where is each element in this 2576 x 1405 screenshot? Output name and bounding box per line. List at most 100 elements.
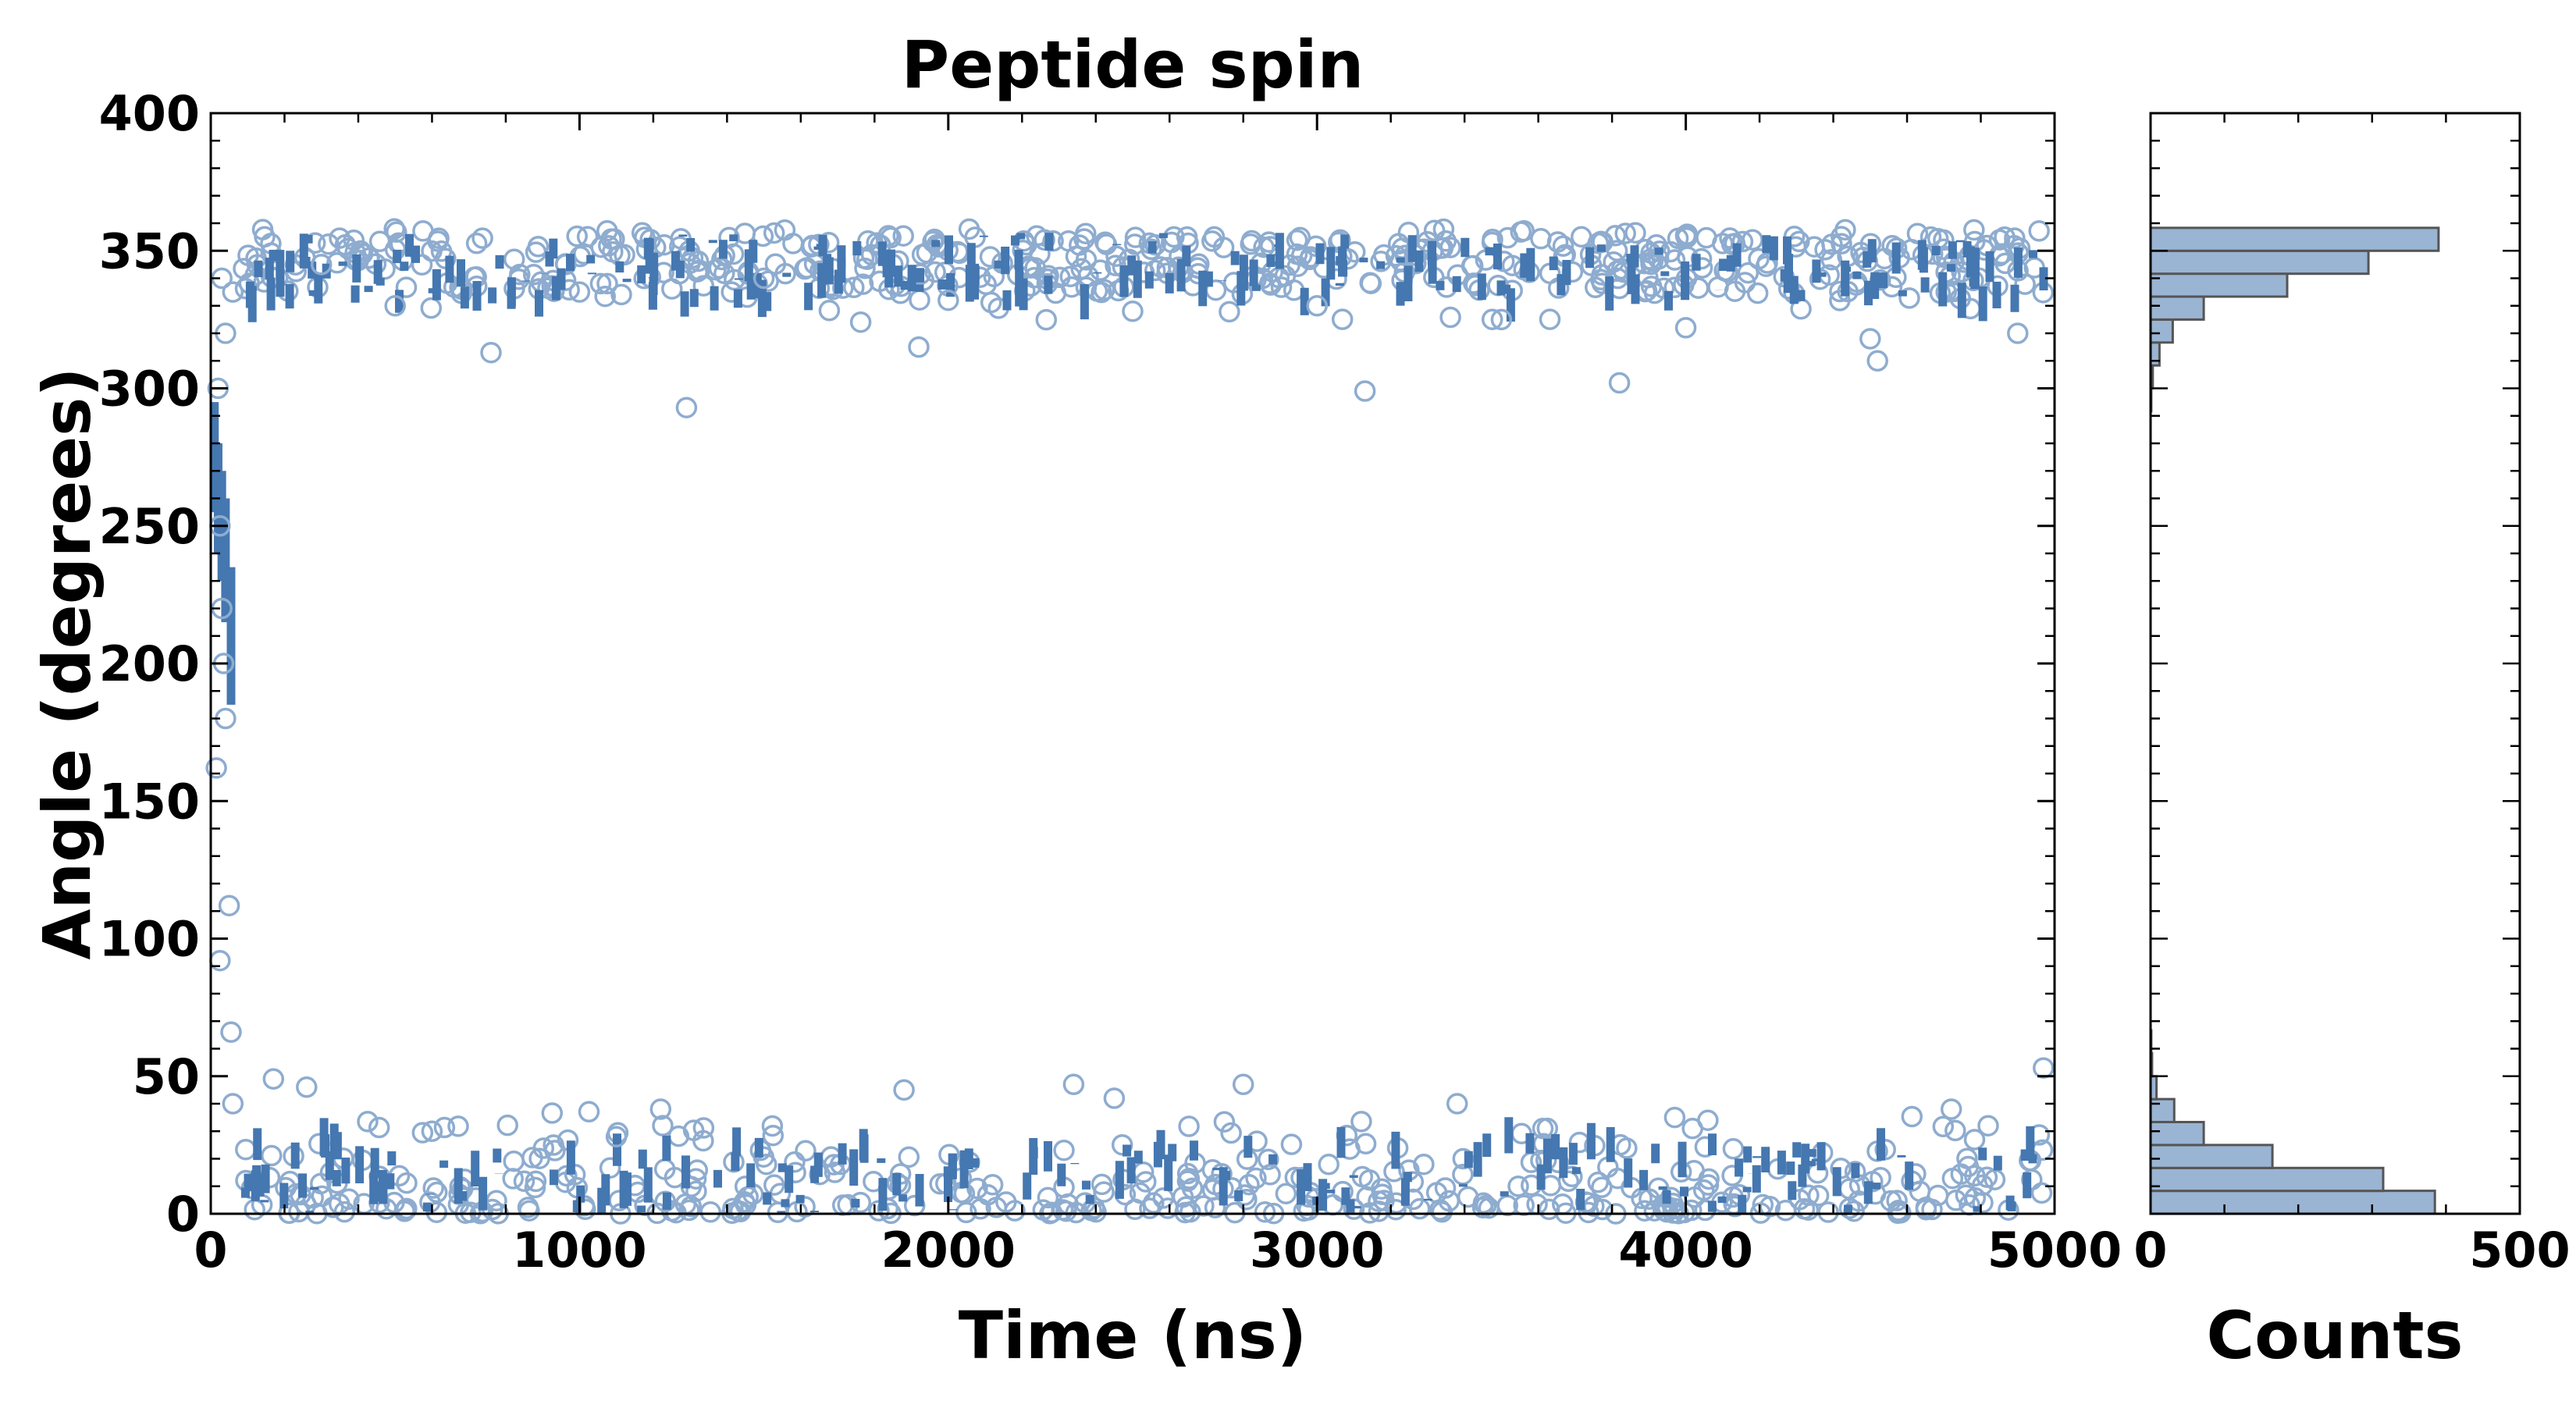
sample-point — [880, 226, 902, 249]
data-point — [1446, 1093, 1468, 1115]
sample-point — [1258, 1148, 1279, 1171]
sample-point — [1731, 230, 1754, 253]
sample-point — [852, 273, 874, 295]
sample-point — [1178, 1115, 1200, 1137]
sample-point — [1179, 1200, 1201, 1223]
sample-point — [509, 263, 531, 286]
histogram-bar — [2149, 249, 2370, 276]
sample-point — [1240, 233, 1261, 255]
sample-point — [447, 1115, 469, 1137]
chart-title: Peptide spin — [902, 27, 1364, 103]
sample-point — [966, 1177, 988, 1200]
sample-point — [849, 311, 872, 333]
sample-point — [1695, 226, 1717, 249]
data-point — [480, 341, 502, 364]
sample-point — [543, 1134, 564, 1156]
sample-point — [599, 1157, 621, 1179]
histogram-bar — [2149, 1190, 2436, 1215]
sample-point — [1423, 219, 1446, 241]
sample-point — [1143, 1192, 1165, 1214]
sample-point — [1089, 259, 1112, 281]
sample-point — [764, 253, 787, 276]
sample-point — [1653, 277, 1675, 300]
sample-point — [1318, 1154, 1340, 1176]
sample-point — [1432, 218, 1455, 240]
sample-point — [692, 1117, 715, 1139]
sample-point — [692, 275, 715, 297]
sample-point — [524, 1176, 546, 1199]
sample-point — [578, 1101, 600, 1123]
data-point — [649, 1098, 672, 1120]
sample-point — [1906, 222, 1929, 244]
histogram-bar — [2149, 1097, 2176, 1123]
y-tick-label: 350 — [99, 222, 200, 279]
data-point — [310, 254, 333, 276]
data-point — [262, 1068, 285, 1090]
data-point — [421, 1120, 443, 1143]
data-point — [675, 397, 698, 418]
data-point — [2033, 1057, 2055, 1079]
sample-point — [1526, 1193, 1548, 1215]
sample-point — [1439, 306, 1461, 329]
y-tick-label: 250 — [99, 498, 200, 555]
sample-point — [1286, 243, 1308, 265]
sample-point — [566, 225, 588, 247]
x-tick-label: 0 — [194, 1222, 227, 1279]
sample-point — [1461, 254, 1484, 277]
data-point — [222, 281, 244, 303]
sample-point — [1803, 236, 1825, 258]
sample-point — [521, 1147, 543, 1168]
sample-point — [1616, 1137, 1638, 1159]
sample-point — [1253, 237, 1275, 258]
sample-point — [699, 1201, 721, 1223]
sample-point — [1932, 1115, 1955, 1138]
data-point — [1663, 1106, 1686, 1129]
sample-point — [981, 1174, 1004, 1196]
sample-point — [1510, 221, 1532, 243]
data-point — [908, 336, 930, 358]
sample-point — [1438, 1190, 1461, 1212]
sample-point — [752, 225, 774, 247]
sample-point — [1178, 1168, 1201, 1190]
sample-point — [395, 276, 418, 298]
sample-point — [541, 1102, 564, 1124]
sample-point — [422, 1177, 444, 1199]
sample-point — [761, 1115, 784, 1137]
sample-point — [1075, 249, 1098, 271]
hist-x-tick-label: 500 — [2469, 1222, 2570, 1279]
x-tick-label: 2000 — [881, 1222, 1016, 1279]
sample-point — [1354, 1133, 1377, 1155]
sample-point — [1496, 226, 1519, 249]
sample-point — [425, 1201, 448, 1223]
histogram-bar — [2149, 341, 2161, 367]
y-axis-label: Angle (degrees) — [29, 367, 105, 959]
sample-point — [877, 1197, 899, 1220]
histogram-bar — [2149, 1144, 2274, 1169]
sample-point — [818, 300, 841, 322]
sample-point — [502, 1168, 524, 1190]
sample-point — [1219, 301, 1240, 323]
sample-point — [1051, 1199, 1074, 1221]
sample-point — [1213, 1111, 1236, 1133]
sample-point — [1350, 1111, 1372, 1133]
sample-point — [386, 221, 407, 244]
sample-point — [1065, 245, 1087, 268]
sample-point — [1957, 1155, 1980, 1178]
sample-point — [517, 1197, 539, 1218]
sample-point — [614, 244, 635, 266]
sample-point — [503, 1150, 525, 1172]
sample-point — [995, 1191, 1017, 1213]
sample-point — [737, 1186, 759, 1208]
sample-point — [513, 1170, 535, 1193]
sample-point — [1091, 281, 1112, 304]
sample-point — [1471, 1197, 1494, 1218]
sample-point — [1933, 229, 1955, 251]
x-tick-label: 1000 — [512, 1222, 647, 1279]
sample-point — [1204, 1197, 1226, 1218]
data-point — [222, 1093, 244, 1115]
sample-point — [1331, 308, 1354, 330]
histogram-panel: 0 500 Counts — [2133, 112, 2571, 1374]
data-point — [209, 949, 231, 972]
sample-point — [233, 258, 254, 279]
